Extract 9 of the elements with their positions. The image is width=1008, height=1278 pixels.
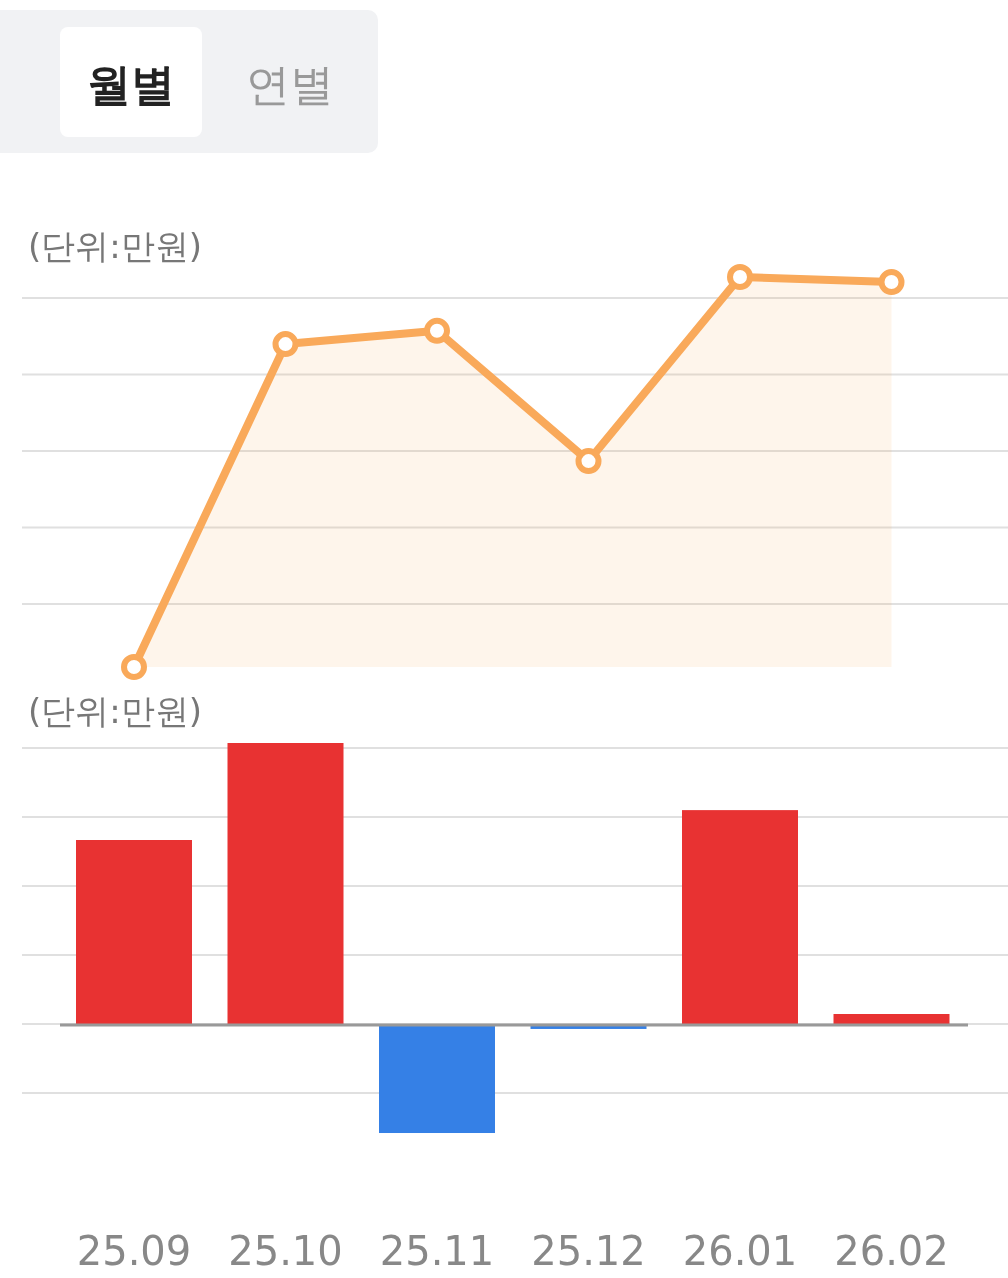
y-axis-title: (단위:만원) [28, 691, 202, 731]
y-axis-title: (단위:만원) [28, 226, 202, 266]
x-tick-label: 25.11 [379, 1228, 495, 1274]
x-tick-label: 25.10 [228, 1228, 343, 1274]
x-tick-label: 26.02 [834, 1228, 949, 1274]
tabs: 월별 연별 [0, 10, 378, 153]
x-tick-label: 25.09 [76, 1228, 192, 1274]
x-tick-label: 26.01 [682, 1228, 798, 1274]
x-tick-label: 25.12 [531, 1228, 646, 1274]
